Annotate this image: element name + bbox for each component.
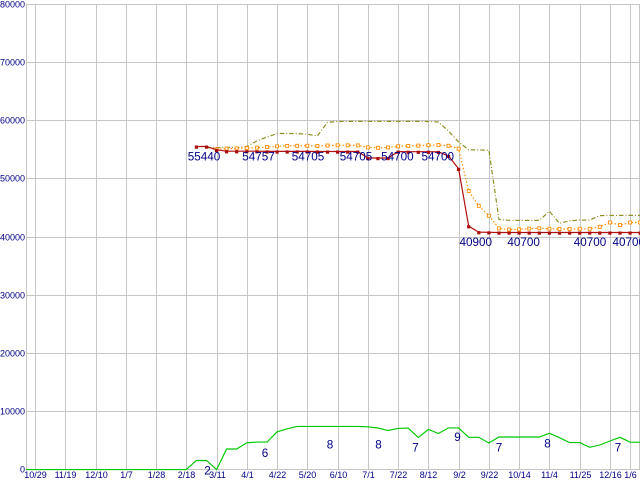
svg-text:40700: 40700 [574,236,607,249]
svg-text:20000: 20000 [0,349,25,359]
svg-text:4/22: 4/22 [269,470,287,480]
svg-text:7: 7 [496,442,503,455]
svg-text:54705: 54705 [292,151,325,164]
svg-text:40900: 40900 [459,236,492,249]
svg-text:7/1: 7/1 [362,470,375,480]
svg-text:2: 2 [204,465,211,478]
svg-text:80000: 80000 [0,0,25,10]
svg-text:6: 6 [262,447,269,460]
svg-text:6/10: 6/10 [330,470,348,480]
svg-text:8: 8 [327,439,334,452]
svg-text:3/11: 3/11 [209,470,226,480]
svg-text:12/16: 12/16 [599,470,622,480]
svg-text:7/22: 7/22 [390,470,408,480]
svg-text:8/12: 8/12 [420,470,438,480]
svg-text:40000: 40000 [0,233,25,243]
svg-text:54700: 54700 [381,151,414,164]
svg-text:1/6: 1/6 [624,470,637,480]
svg-text:12/10: 12/10 [85,470,108,480]
svg-text:70000: 70000 [0,58,25,68]
svg-text:2/18: 2/18 [178,470,196,480]
svg-text:55440: 55440 [188,151,221,164]
svg-text:54705: 54705 [340,151,373,164]
svg-text:7: 7 [412,442,419,455]
svg-text:8: 8 [544,438,551,451]
svg-text:1/7: 1/7 [120,470,133,480]
svg-text:9: 9 [454,431,461,444]
svg-text:11/4: 11/4 [541,470,558,480]
svg-text:60000: 60000 [0,116,25,126]
svg-text:10/14: 10/14 [508,470,531,480]
svg-text:10/29: 10/29 [24,470,47,480]
svg-text:9/2: 9/2 [453,470,466,480]
svg-text:40700: 40700 [507,236,540,249]
svg-text:1/28: 1/28 [148,470,166,480]
svg-text:50000: 50000 [0,174,25,184]
svg-text:54757: 54757 [242,151,275,164]
svg-text:0: 0 [20,465,25,475]
svg-text:4/1: 4/1 [241,470,254,480]
svg-text:9/22: 9/22 [481,470,499,480]
svg-text:7: 7 [615,442,622,455]
svg-text:11/19: 11/19 [55,470,77,480]
svg-text:8: 8 [375,439,382,452]
svg-text:30000: 30000 [0,291,25,301]
svg-text:40700: 40700 [613,236,640,249]
svg-text:54700: 54700 [421,151,454,164]
svg-text:11/25: 11/25 [570,470,592,480]
svg-text:10000: 10000 [0,407,25,417]
svg-text:5/20: 5/20 [299,470,317,480]
